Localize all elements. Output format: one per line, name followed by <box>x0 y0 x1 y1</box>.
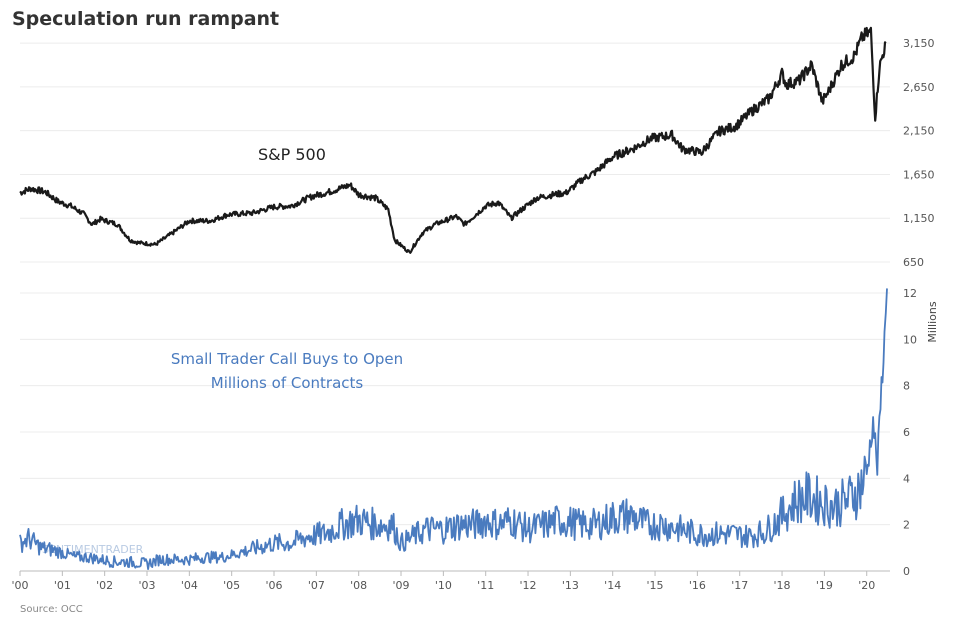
x-tick-label: '08 <box>350 579 367 592</box>
x-tick-label: '11 <box>477 579 494 592</box>
calls-annotation-line2: Millions of Contracts <box>211 374 364 392</box>
x-tick-label: '10 <box>435 579 452 592</box>
x-tick-label: '12 <box>520 579 537 592</box>
sp500-y-tick-label: 2,150 <box>903 125 935 138</box>
x-tick-label: '03 <box>138 579 155 592</box>
source-note: Source: OCC <box>20 604 83 615</box>
calls-annotation-line1: Small Trader Call Buys to Open <box>171 350 403 368</box>
sp500-y-tick-label: 650 <box>903 256 924 269</box>
x-tick-label: '19 <box>816 579 833 592</box>
x-tick-label: '07 <box>308 579 325 592</box>
calls-y-tick-label: 0 <box>903 565 910 578</box>
x-axis: '00 '01 '02 '03 '04 '05 '06 '07 '08 '09 '10 '11 '12 '… <box>11 570 890 592</box>
x-tick-label: '18 <box>774 579 791 592</box>
x-tick-label: '02 <box>96 579 113 592</box>
sp500-y-tick-label: 1,150 <box>903 212 935 225</box>
x-tick-label: '01 <box>54 579 71 592</box>
sp500-line <box>19 26 887 254</box>
calls-y-axis: 0 2 4 6 8 10 12 <box>903 287 917 578</box>
sp500-y-tick-label: 3,150 <box>903 37 935 50</box>
x-tick-label: '09 <box>393 579 410 592</box>
calls-y-tick-label: 10 <box>903 333 917 346</box>
x-tick-label: '14 <box>604 579 621 592</box>
calls-y-tick-label: 12 <box>903 287 917 300</box>
x-tick-label: '06 <box>265 579 282 592</box>
calls-y-tick-label: 4 <box>903 472 910 485</box>
chart-title: Speculation run rampant <box>12 8 279 30</box>
calls-y-tick-label: 2 <box>903 519 910 532</box>
sp500-gridlines <box>20 42 890 263</box>
sp500-annotation: S&P 500 <box>258 145 326 164</box>
x-tick-label: '13 <box>562 579 579 592</box>
calls-series <box>19 288 888 570</box>
x-tick-label: '17 <box>731 579 748 592</box>
calls-y-unit-label: Millions <box>926 301 939 342</box>
sp500-series <box>19 26 887 254</box>
sp500-y-tick-label: 1,650 <box>903 168 935 181</box>
x-tick-label: '04 <box>181 579 198 592</box>
x-tick-label: '16 <box>689 579 706 592</box>
sp500-y-axis: 650 1,150 1,650 2,150 2,650 3,150 <box>903 37 935 269</box>
sp500-y-tick-label: 2,650 <box>903 81 935 94</box>
calls-y-tick-label: 6 <box>903 426 910 439</box>
x-tick-label: '15 <box>647 579 664 592</box>
x-tick-label: '05 <box>223 579 240 592</box>
calls-y-tick-label: 8 <box>903 380 910 393</box>
calls-line <box>19 288 888 570</box>
x-tick-label: '20 <box>858 579 875 592</box>
x-tick-label: '00 <box>11 579 28 592</box>
